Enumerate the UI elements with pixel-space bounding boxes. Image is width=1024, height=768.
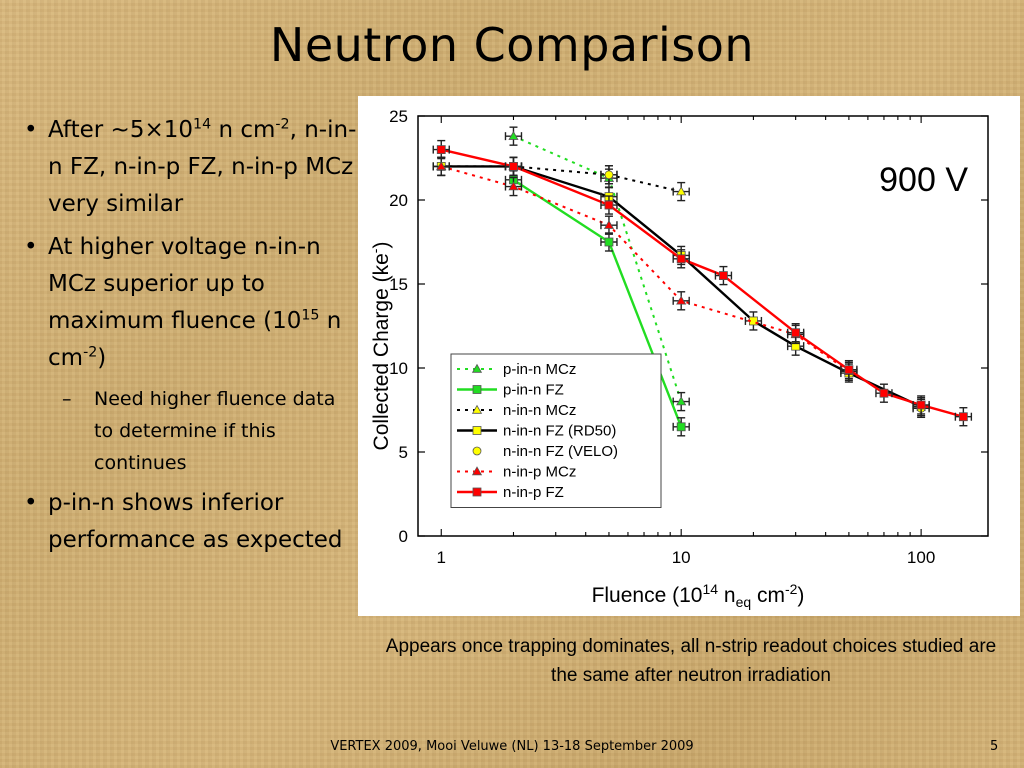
series-line (440, 148, 964, 418)
data-point (436, 161, 447, 171)
y-tick-label: 0 (399, 527, 408, 546)
bullet-item: • After ~5×1014 n cm-2, n-in-n FZ, n-in-… (18, 112, 358, 223)
legend-marker (471, 363, 483, 373)
legend-marker (472, 446, 482, 456)
legend-marker (472, 487, 482, 497)
bullet-item: • At higher voltage n-in-n MCz superior … (18, 229, 358, 377)
series-line (441, 165, 922, 408)
legend-label: n-in-n MCz (503, 402, 576, 419)
legend-entry: n-in-n FZ (RD50) (457, 423, 616, 440)
bullet-text: n cm (211, 117, 276, 143)
bullet-symbol: • (24, 490, 38, 516)
y-tick-label: 20 (389, 191, 408, 210)
axes: 0 5 10 15 20 25 1 10 100 (389, 107, 989, 567)
legend-label: n-in-p FZ (503, 484, 564, 501)
legend-label: n-in-p MCz (503, 464, 576, 481)
superscript: -2 (83, 344, 98, 361)
legend-marker (472, 385, 482, 394)
superscript: 14 (193, 116, 212, 133)
data-point (676, 295, 687, 305)
superscript: 15 (301, 307, 320, 324)
x-tick-label: 10 (672, 548, 691, 567)
legend-entry: p-in-n MCz (457, 361, 576, 378)
legend-entry: n-in-p FZ (457, 484, 564, 501)
bullet-text: n cm (48, 308, 342, 371)
data-point (719, 271, 728, 281)
bullet-text: , n-in-n FZ, n-in-p FZ, n-in-p MCz very … (48, 117, 357, 217)
x-axis-label: Fluence (1014 neq cm-2) (592, 581, 805, 610)
data-point (676, 254, 686, 264)
data-point (916, 400, 926, 410)
data-point (791, 328, 801, 338)
legend-marker (471, 404, 483, 414)
data-point (508, 181, 519, 191)
legend-marker (472, 426, 482, 435)
voltage-annotation: 900 V (879, 161, 968, 199)
slide-title: Neutron Comparison (269, 18, 755, 72)
legend-entry: p-in-n FZ (457, 382, 564, 399)
bullet-symbol: • (24, 117, 38, 143)
legend-label: p-in-n MCz (503, 361, 576, 378)
data-point (676, 422, 686, 432)
slide-footer: VERTEX 2009, Mooi Veluwe (NL) 13-18 Sept… (330, 739, 694, 754)
sub-bullet-symbol: – (62, 388, 72, 410)
data-point (844, 365, 854, 375)
bullet-text: ) (97, 345, 107, 371)
series-layer (432, 126, 973, 437)
bullet-text: p-in-n shows inferior performance as exp… (48, 490, 343, 553)
series-n-in-n-mcz (432, 156, 690, 202)
series-line (441, 165, 682, 193)
superscript: -2 (275, 116, 290, 133)
y-axis-label: Collected Charge (ke-) (367, 242, 393, 451)
chart-caption: Appears once trapping dominates, all n-s… (385, 636, 997, 686)
data-point (676, 186, 687, 196)
y-tick-label: 25 (389, 107, 408, 126)
data-point (604, 200, 614, 210)
y-tick-label: 5 (399, 443, 408, 462)
x-tick-label: 100 (907, 548, 935, 567)
bullet-symbol: • (24, 234, 38, 260)
legend-label: p-in-n FZ (503, 382, 564, 399)
data-point (509, 162, 518, 171)
series-n-in-p-fz (432, 139, 973, 427)
fluence-chart: 0 5 10 15 20 25 1 10 100 900 V Fluence (1014 neq… (367, 107, 989, 610)
y-tick-label: 10 (389, 359, 408, 378)
legend-entry: n-in-p MCz (457, 464, 576, 481)
page-number: 5 (990, 739, 999, 754)
data-point (604, 237, 614, 247)
data-point (879, 388, 889, 398)
data-point (604, 170, 614, 180)
legend: p-in-n MCz p-in-n FZ n-in-n MCz n-in-n FZ (… (450, 353, 662, 508)
bullet-list: • After ~5×1014 n cm-2, n-in-n FZ, n-in-… (18, 112, 358, 565)
bullet-text: At higher voltage n-in-n MCz superior up… (48, 234, 321, 334)
sub-bullet-item: – Need higher fluence data to determine … (18, 383, 358, 479)
x-tick-label: 1 (437, 548, 446, 567)
data-point (508, 130, 519, 140)
legend-entry: n-in-n MCz (457, 402, 576, 419)
data-point (676, 396, 687, 406)
legend-label: n-in-n FZ (VELO) (503, 443, 618, 460)
bullet-text: Need higher fluence data to determine if… (94, 388, 336, 474)
data-point (603, 219, 615, 229)
legend-entry: n-in-n FZ (VELO) (472, 443, 618, 460)
data-point (436, 145, 446, 154)
legend-label: n-in-n FZ (RD50) (503, 423, 616, 440)
y-tick-label: 15 (389, 275, 408, 294)
bullet-text: After ~5×10 (48, 117, 193, 143)
data-point (958, 412, 968, 422)
plot-frame (417, 115, 989, 537)
legend-marker (471, 466, 483, 476)
bullet-item: • p-in-n shows inferior performance as e… (18, 485, 358, 559)
chart-panel: 0 5 10 15 20 25 1 10 100 900 V Fluence (1014 neq… (358, 96, 1020, 616)
